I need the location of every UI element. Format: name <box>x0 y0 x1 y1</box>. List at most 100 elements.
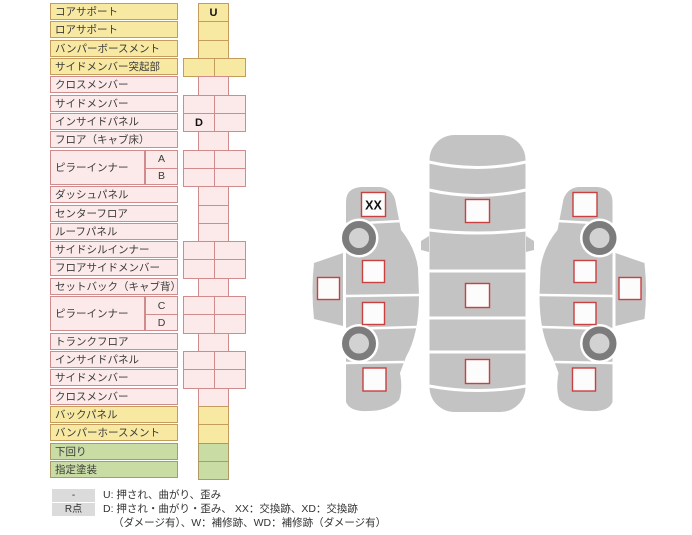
damage-mark: D <box>195 116 203 129</box>
damage-cell[interactable] <box>183 167 215 188</box>
part-label: コアサポート <box>50 3 178 20</box>
damage-cell[interactable] <box>214 259 246 279</box>
part-label-text: バックパネル <box>55 409 118 422</box>
part-label-text: フロア（キャブ床） <box>55 134 150 147</box>
damage-cell[interactable] <box>183 57 215 78</box>
damage-box-left-sill[interactable] <box>316 276 341 301</box>
damage-cell[interactable] <box>214 369 246 389</box>
part-label-text: インサイドパネル <box>55 115 139 128</box>
part-label: ピラーインナー <box>50 296 145 332</box>
damage-box-left-rear-door[interactable] <box>361 301 386 326</box>
damage-box-left-quarter[interactable] <box>362 367 387 392</box>
part-label: 指定塗装 <box>50 461 178 478</box>
damage-cell[interactable] <box>198 424 229 444</box>
damage-cell[interactable] <box>183 259 215 279</box>
part-label-text: インサイドパネル <box>55 354 139 367</box>
damage-cell[interactable] <box>214 351 246 371</box>
damage-cell[interactable] <box>198 442 229 462</box>
damage-box-left-front-pillar[interactable] <box>360 191 387 218</box>
damage-cell[interactable] <box>183 241 215 261</box>
damage-box-hood[interactable] <box>464 198 491 224</box>
part-label-text: ピラーインナー <box>55 161 129 174</box>
damage-cell[interactable] <box>214 167 246 188</box>
left-rear-wheel-icon <box>342 326 376 361</box>
car-top-body <box>429 135 526 412</box>
part-label: センターフロア <box>50 204 178 222</box>
part-label-text: フロアサイドメンバー <box>55 262 160 275</box>
damage-cell[interactable] <box>198 387 229 408</box>
damage-cell[interactable] <box>198 131 229 151</box>
part-label-text: サイドシルインナー <box>55 244 150 257</box>
damage-box-right-front-pillar[interactable] <box>572 191 598 218</box>
car-right-side-view <box>539 187 646 412</box>
damage-cell[interactable] <box>214 314 246 334</box>
part-label: インサイドパネル <box>50 112 178 130</box>
part-label: 下回り <box>50 442 178 460</box>
part-label-text: サイドメンバー突起部 <box>55 60 160 73</box>
damage-cell[interactable] <box>214 149 246 169</box>
damage-cell[interactable] <box>183 149 215 169</box>
damage-cell[interactable] <box>183 296 215 316</box>
legend-line-2: D: 押され・曲がり・歪み、 XX：交換跡、XD：交換跡 <box>103 503 358 515</box>
part-label-text: ダッシュパネル <box>55 189 129 202</box>
damage-box-right-quarter[interactable] <box>571 367 597 392</box>
part-sub-label-text: A <box>157 153 165 166</box>
part-label-text: サイドメンバー <box>55 97 129 110</box>
part-label-text: 下回り <box>55 445 87 458</box>
damage-cell[interactable] <box>183 314 215 334</box>
part-label-text: センターフロア <box>55 207 128 220</box>
part-label: サイドシルインナー <box>50 241 178 259</box>
damage-box-right-front-door[interactable] <box>573 259 597 284</box>
part-sub-label: D <box>145 314 178 332</box>
damage-cell[interactable]: U <box>198 3 229 23</box>
part-label: クロスメンバー <box>50 76 178 94</box>
damage-cell[interactable] <box>183 94 215 114</box>
part-label-text: トランクフロア <box>55 335 129 348</box>
damage-cell[interactable] <box>198 332 229 353</box>
part-label-text: コアサポート <box>55 6 118 18</box>
part-sub-label-text: D <box>157 316 166 329</box>
legend-row-rpoint: R点 D: 押され・曲がり・歪み、 XX：交換跡、XD：交換跡 <box>52 503 386 516</box>
part-label-text: セットバック（キャブ背） <box>55 280 178 293</box>
legend-row-continuation: （ダメージ有）、W：補修跡、WD：補修跡（ダメージ有） <box>113 517 386 530</box>
left-mirror-icon <box>421 236 429 252</box>
part-label: バンパーボースメント <box>50 39 178 57</box>
damage-box-left-front-door[interactable] <box>361 259 386 284</box>
damage-cell[interactable] <box>214 241 246 261</box>
part-label: ダッシュパネル <box>50 186 178 204</box>
damage-cell[interactable] <box>198 204 229 224</box>
damage-box-roof[interactable] <box>464 282 491 309</box>
damage-box-trunk[interactable] <box>464 358 491 385</box>
damage-cell[interactable]: D <box>183 112 215 133</box>
right-rear-wheel-icon <box>582 326 617 361</box>
part-sub-label: A <box>145 149 178 169</box>
damage-cell[interactable] <box>183 369 215 389</box>
part-label: バンパーホースメント <box>50 424 178 442</box>
damage-cell[interactable] <box>198 222 229 243</box>
damage-cell[interactable] <box>198 21 229 41</box>
damage-box-right-rear-door[interactable] <box>573 301 597 326</box>
damage-cell[interactable] <box>198 76 229 96</box>
damage-cell[interactable] <box>214 296 246 316</box>
car-top-view <box>421 135 534 412</box>
part-label-text: クロスメンバー <box>55 390 129 403</box>
damage-cell[interactable] <box>214 94 246 114</box>
damage-cell[interactable] <box>198 406 229 426</box>
legend-key-rpoint: R点 <box>52 503 95 516</box>
damage-cell[interactable] <box>198 39 229 59</box>
damage-cell[interactable] <box>183 351 215 371</box>
damage-cell[interactable] <box>214 57 246 78</box>
part-sub-label-text: B <box>157 170 165 183</box>
right-mirror-icon <box>526 236 534 252</box>
damage-cell[interactable] <box>198 461 229 481</box>
legend-line-3: （ダメージ有）、W：補修跡、WD：補修跡（ダメージ有） <box>113 517 387 529</box>
part-sub-label-text: C <box>157 299 166 312</box>
damage-cell[interactable] <box>198 277 229 298</box>
damage-cell[interactable] <box>214 112 246 133</box>
part-label-text: ルーフパネル <box>55 225 118 238</box>
part-label: セットバック（キャブ背） <box>50 277 178 295</box>
damage-box-right-sill[interactable] <box>618 276 642 301</box>
left-front-wheel-icon <box>342 221 376 255</box>
damage-cell[interactable] <box>198 186 229 206</box>
